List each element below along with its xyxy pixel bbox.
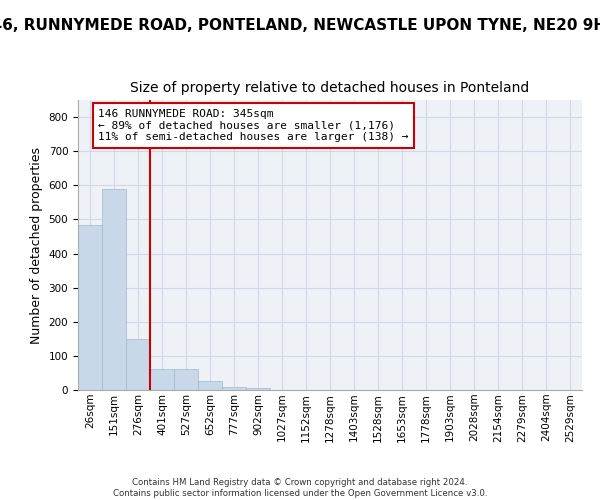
Bar bbox=[198, 382, 222, 390]
Text: 146, RUNNYMEDE ROAD, PONTELAND, NEWCASTLE UPON TYNE, NE20 9HN: 146, RUNNYMEDE ROAD, PONTELAND, NEWCASTL… bbox=[0, 18, 600, 32]
Bar bbox=[78, 224, 102, 390]
Bar bbox=[102, 188, 126, 390]
Title: Size of property relative to detached houses in Ponteland: Size of property relative to detached ho… bbox=[130, 80, 530, 94]
Text: Contains HM Land Registry data © Crown copyright and database right 2024.
Contai: Contains HM Land Registry data © Crown c… bbox=[113, 478, 487, 498]
Bar bbox=[150, 369, 174, 390]
Bar bbox=[246, 388, 270, 390]
Y-axis label: Number of detached properties: Number of detached properties bbox=[30, 146, 43, 344]
Text: 146 RUNNYMEDE ROAD: 345sqm
← 89% of detached houses are smaller (1,176)
11% of s: 146 RUNNYMEDE ROAD: 345sqm ← 89% of deta… bbox=[98, 109, 409, 142]
Bar bbox=[174, 369, 198, 390]
Bar bbox=[126, 339, 150, 390]
Bar bbox=[222, 386, 246, 390]
